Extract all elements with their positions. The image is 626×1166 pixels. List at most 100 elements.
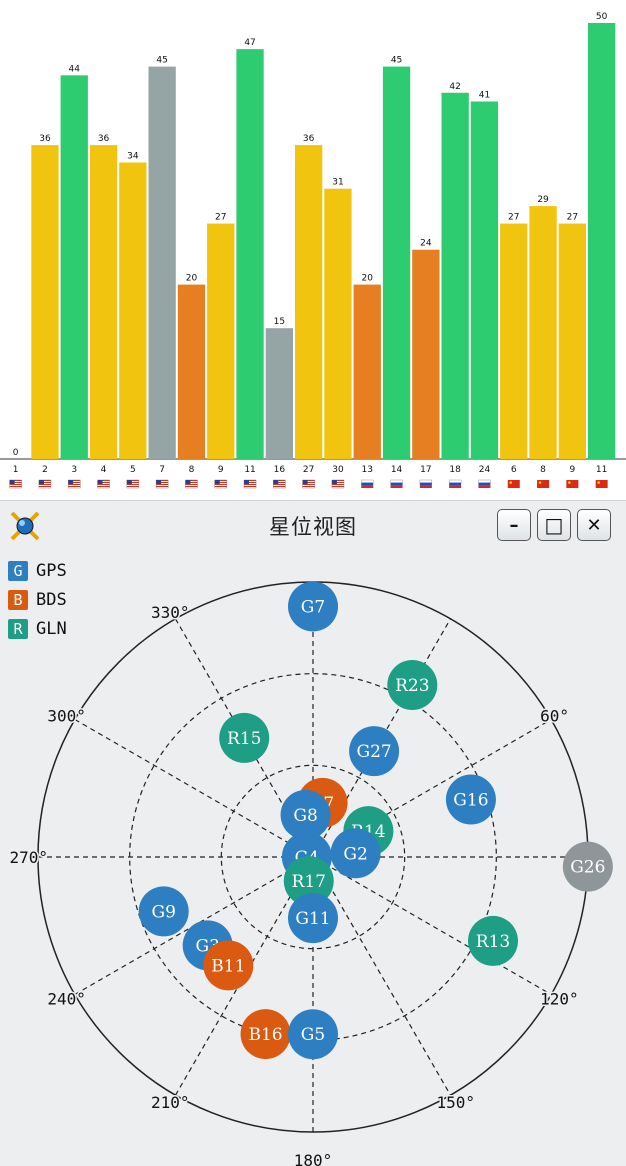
legend-label: BDS	[36, 589, 67, 610]
bar-value-label: 0	[13, 448, 19, 458]
satellite-g11[interactable]: G11	[288, 893, 338, 944]
us-flag-icon	[302, 479, 315, 489]
satellite-marker	[330, 828, 381, 879]
ru-flag-icon	[448, 479, 462, 488]
satellite-marker	[283, 856, 334, 907]
prn-tick-label: 8	[540, 465, 546, 475]
flag-stripe	[156, 486, 169, 487]
satellite-g16[interactable]: G16	[445, 774, 496, 825]
bar	[60, 75, 88, 459]
satellite-label: G9	[151, 902, 175, 922]
constellation-legend: G GPS B BDS R GLN	[8, 556, 67, 643]
satellite-label: G27	[357, 742, 392, 762]
flag-band	[390, 485, 403, 488]
cn-flag-icon	[507, 480, 520, 488]
title-bar[interactable]: 星位视图 – □ ✕	[0, 501, 626, 549]
bar	[529, 206, 557, 459]
satellite-g5[interactable]: G5	[288, 1009, 338, 1060]
prn-tick-label: 13	[362, 465, 373, 475]
flag-stripe	[302, 484, 315, 485]
satellite-label: G5	[301, 1025, 325, 1045]
sky-plot: 0°60°120°150°180°210°240°270°300°330°G7R…	[8, 581, 613, 1166]
bar	[119, 162, 147, 459]
bar-value-label: 44	[69, 64, 81, 74]
flag-band	[448, 479, 462, 483]
us-flag-icon	[155, 479, 169, 489]
prn-tick-label: 3	[71, 465, 77, 475]
satellite-label: R17	[292, 872, 326, 892]
flag-stripe	[331, 480, 344, 481]
sky-view-window: 星位视图 – □ ✕ 0°60°120°150°180°210°240°270°…	[0, 500, 626, 1166]
flag-stripe	[244, 484, 257, 485]
azimuth-label: 150°	[437, 1093, 476, 1112]
satellite-r23[interactable]: R23	[387, 659, 438, 710]
prn-tick-label: 5	[130, 465, 136, 475]
flag-canton	[97, 480, 103, 484]
prn-tick-label: 2	[42, 465, 48, 475]
flag-canton	[9, 480, 15, 484]
flag-band	[361, 479, 374, 483]
satellite-g8[interactable]: G8	[280, 789, 331, 840]
satellite-marker	[445, 774, 496, 825]
satellite-label: G26	[570, 858, 605, 878]
satellite-g27[interactable]: G27	[349, 726, 400, 777]
cn-flag-icon	[566, 480, 579, 488]
bar	[324, 188, 352, 459]
bar-value-label: 31	[332, 178, 343, 188]
azimuth-label: 180°	[294, 1151, 333, 1166]
legend-label: GLN	[36, 618, 67, 639]
us-flag-icon	[273, 479, 286, 489]
flag-stripe	[214, 480, 227, 481]
flag-band	[419, 482, 432, 486]
flag-band	[478, 479, 491, 483]
flag-stripe	[38, 486, 51, 487]
maximize-button[interactable]: □	[537, 509, 571, 541]
minimize-button[interactable]: –	[497, 509, 531, 541]
bar-value-label: 20	[186, 274, 198, 284]
prn-tick-label: 17	[420, 465, 431, 475]
flag-field	[537, 480, 550, 488]
elevation-ring	[220, 764, 406, 950]
close-icon: ✕	[586, 514, 602, 536]
bar	[441, 92, 469, 459]
flag-stripe	[156, 482, 169, 483]
satellite-g9[interactable]: G9	[138, 886, 189, 937]
flag-stripe	[9, 484, 22, 485]
flag-stripe	[126, 484, 139, 485]
satellite-label: B11	[211, 956, 245, 976]
satellite-marker	[387, 659, 438, 710]
flag-band	[449, 485, 462, 488]
bar	[31, 145, 59, 459]
satellite-marker	[288, 581, 338, 632]
flag-field	[595, 480, 608, 488]
satellite-g7[interactable]: G7	[288, 581, 338, 632]
satellite-b16[interactable]: B16	[240, 1009, 291, 1060]
flag-stripe	[244, 482, 257, 483]
bar	[89, 145, 118, 459]
satellite-r17[interactable]: R17	[283, 856, 334, 907]
flag-stripe	[214, 482, 227, 483]
us-flag-icon	[68, 479, 81, 489]
flag-stripe	[97, 484, 110, 485]
flag-star	[538, 481, 542, 484]
satellite-r13[interactable]: R13	[468, 915, 519, 966]
prn-tick-label: 16	[274, 465, 286, 475]
prn-tick-label: 9	[218, 465, 224, 475]
satellite-g2[interactable]: G2	[330, 828, 381, 879]
flag-stripe	[38, 480, 51, 481]
legend-row: B BDS	[8, 585, 67, 614]
flag-stripe	[9, 480, 22, 481]
ru-flag-icon	[361, 479, 374, 488]
satellite-r15[interactable]: R15	[219, 712, 270, 763]
prn-tick-label: 11	[596, 465, 607, 475]
bar-value-label: 34	[127, 152, 139, 162]
satellite-b11[interactable]: B11	[203, 940, 254, 991]
flag-stripe	[185, 482, 198, 483]
cn-flag-icon	[595, 480, 608, 488]
window-title: 星位视图	[269, 515, 357, 539]
satellite-g26[interactable]: G26	[562, 841, 613, 892]
us-flag-icon	[185, 479, 198, 489]
us-flag-icon	[243, 479, 257, 489]
satellite-label: G8	[293, 806, 317, 826]
close-button[interactable]: ✕	[577, 509, 611, 541]
